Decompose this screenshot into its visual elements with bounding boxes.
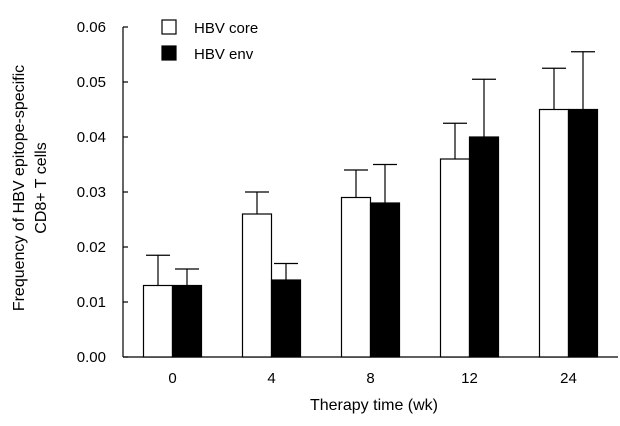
legend-swatch xyxy=(161,19,177,35)
legend: HBV core HBV env xyxy=(161,19,258,63)
bar-hbv-core xyxy=(340,196,372,358)
y-axis-label-line-1: Frequency of HBV epitope-specific xyxy=(11,65,28,311)
x-tick-label: 12 xyxy=(461,370,478,387)
legend-label: HBV core xyxy=(194,20,258,37)
x-tick-label: 24 xyxy=(560,370,577,387)
bar-hbv-env xyxy=(270,279,302,358)
legend-swatch xyxy=(161,45,177,61)
bar-hbv-env xyxy=(567,108,599,358)
y-tick-label: 0.00 xyxy=(77,349,106,366)
y-tick-label: 0.03 xyxy=(77,184,106,201)
bar-hbv-core xyxy=(241,213,273,358)
y-tick-label: 0.01 xyxy=(77,294,106,311)
bar-hbv-env xyxy=(171,284,203,358)
bars xyxy=(142,51,599,358)
x-tick-label: 4 xyxy=(267,370,275,387)
y-tick-label: 0.02 xyxy=(77,239,106,256)
x-tick-label: 8 xyxy=(366,370,374,387)
bar-hbv-core xyxy=(142,284,174,358)
y-tick-label: 0.04 xyxy=(77,129,106,146)
bar-hbv-core xyxy=(538,108,570,358)
bar-hbv-env xyxy=(468,136,500,358)
bar-hbv-core xyxy=(439,158,471,358)
x-tick-label: 0 xyxy=(168,370,176,387)
y-tick-label: 0.06 xyxy=(77,19,106,36)
y-axis-label: Frequency of HBV epitope-specific CD8+ T… xyxy=(11,65,50,311)
x-axis-label: Therapy time (wk) xyxy=(310,397,438,414)
y-axis-label-line-2: CD8+ T cells xyxy=(33,142,50,233)
bar-hbv-env xyxy=(369,202,401,358)
y-tick-label: 0.05 xyxy=(77,74,106,91)
legend-label: HBV env xyxy=(194,46,254,63)
